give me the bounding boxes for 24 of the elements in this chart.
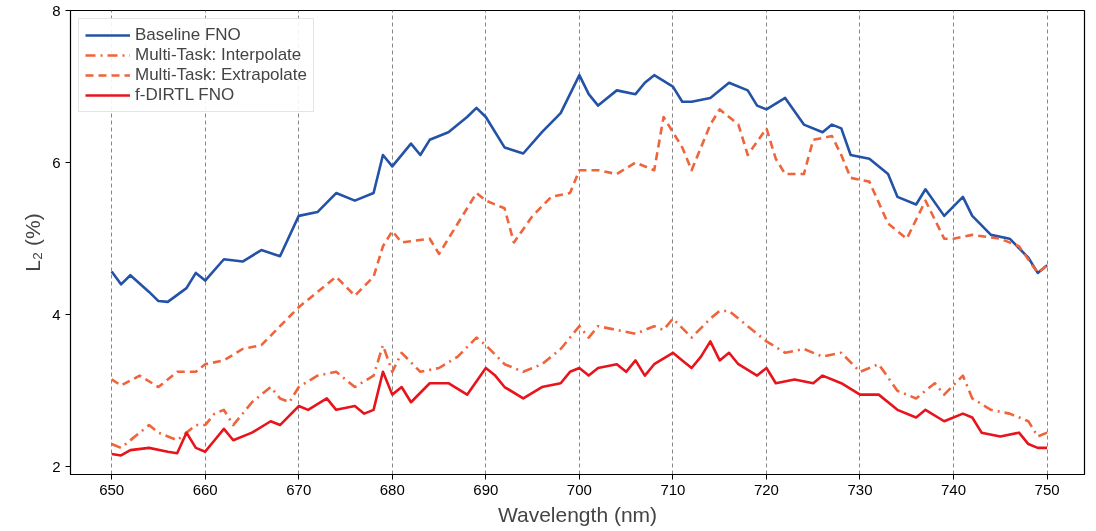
line-series	[110, 340, 1049, 457]
x-tick-label: 680	[379, 480, 405, 498]
y-tick-label: 8	[52, 1, 61, 19]
x-tick-label: 710	[660, 480, 686, 498]
x-tick-label: 700	[566, 480, 592, 498]
y-tick-label: 4	[52, 305, 61, 323]
x-tick-label: 660	[192, 480, 218, 498]
x-tick-label: 740	[941, 480, 967, 498]
x-tick-label: 650	[99, 480, 125, 498]
x-tick-label: 720	[753, 480, 779, 498]
legend-label: f-DIRTL FNO	[135, 85, 235, 105]
x-tick-label: 670	[286, 480, 312, 498]
legend-label: Multi-Task: Extrapolate	[135, 65, 307, 85]
legend-label: Multi-Task: Interpolate	[135, 45, 302, 65]
y-tick-label: 2	[52, 457, 61, 475]
line-series	[110, 108, 1049, 389]
x-tick-label: 690	[473, 480, 499, 498]
x-tick-label: 750	[1034, 480, 1060, 498]
x-tick-label: 730	[847, 480, 873, 498]
y-axis-title: L₂ (%)	[21, 213, 45, 272]
y-tick-label: 6	[52, 153, 61, 171]
legend-label: Baseline FNO	[135, 25, 241, 45]
x-axis-title: Wavelength (nm)	[497, 502, 658, 526]
line-series	[110, 309, 1049, 450]
